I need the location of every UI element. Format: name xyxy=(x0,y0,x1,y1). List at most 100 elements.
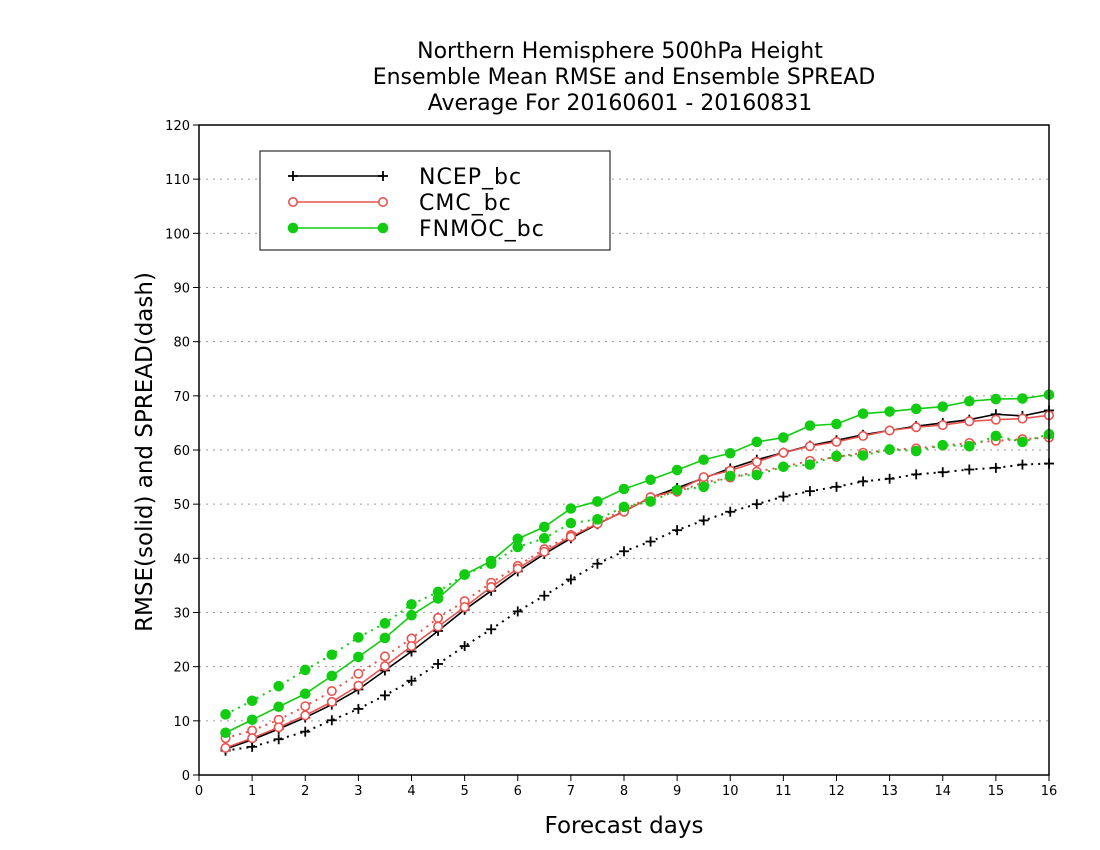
legend-item-fnmoc-bc: FNMOC_bc xyxy=(287,217,544,242)
cmc-bc-rmse-point xyxy=(220,742,231,753)
ncep-bc-spread-point xyxy=(592,558,603,569)
fnmoc-bc-rmse-point xyxy=(565,503,577,514)
y-tick-label: 50 xyxy=(173,498,190,513)
x-tick-label: 12 xyxy=(828,784,845,799)
x-axis-title: Forecast days xyxy=(545,813,704,839)
fnmoc-bc-rmse-point xyxy=(220,727,231,739)
fnmoc-bc-spread-point xyxy=(831,450,842,462)
title-line-1: Northern Hemisphere 500hPa Height xyxy=(417,39,823,64)
ncep-bc-spread-point xyxy=(698,515,709,526)
x-tick-label: 8 xyxy=(620,784,628,799)
fnmoc-bc-rmse-point xyxy=(592,496,603,507)
fnmoc-bc-spread-point xyxy=(379,618,391,629)
fnmoc-bc-rmse-point xyxy=(326,670,338,682)
cmc-bc-rmse-point xyxy=(459,602,470,613)
y-tick-label: 100 xyxy=(165,227,190,242)
fnmoc-bc-rmse-point xyxy=(990,393,1002,405)
x-tick-label: 5 xyxy=(460,784,468,799)
fnmoc-bc-rmse-point xyxy=(751,436,763,448)
series-ncep-bc xyxy=(220,405,1054,756)
fnmoc-bc-rmse-point xyxy=(964,395,975,407)
fnmoc-bc-spread-point xyxy=(273,680,284,692)
fnmoc-bc-rmse-point xyxy=(459,569,470,580)
ncep-bc-rmse-line xyxy=(225,409,1050,750)
y-tick-label: 40 xyxy=(173,552,190,567)
ncep-bc-spread-point xyxy=(672,525,683,536)
cmc-bc-spread-point xyxy=(353,668,364,679)
legend-marker xyxy=(378,171,388,181)
ncep-bc-spread-point xyxy=(778,491,789,502)
fnmoc-bc-spread-point xyxy=(645,496,656,507)
fnmoc-bc-rmse-point xyxy=(724,447,736,459)
fnmoc-bc-spread-point xyxy=(406,599,417,610)
cmc-bc-spread-point xyxy=(379,651,390,662)
fnmoc-bc-rmse-point xyxy=(485,555,497,567)
x-tick-label: 0 xyxy=(195,784,203,799)
fnmoc-bc-rmse-point xyxy=(857,408,869,420)
ncep-bc-spread-point xyxy=(459,641,470,652)
cmc-bc-rmse-point xyxy=(379,661,390,672)
ncep-bc-spread-point xyxy=(539,590,550,601)
fnmoc-bc-spread-point xyxy=(964,440,975,452)
ncep-bc-spread-point xyxy=(433,658,444,669)
cmc-bc-rmse-line xyxy=(225,414,1050,749)
fnmoc-bc-spread-point xyxy=(857,450,869,461)
fnmoc-bc-spread-point xyxy=(937,439,949,451)
series-layer xyxy=(220,389,1055,756)
ncep-bc-spread-point xyxy=(831,481,842,492)
y-axis-ticks: 0 10 20 30 40 50 60 70 80 90 100 110 120 xyxy=(165,119,199,784)
cmc-bc-rmse-point xyxy=(512,563,523,574)
cmc-bc-rmse-point xyxy=(326,696,337,707)
series-fnmoc-bc xyxy=(220,389,1055,739)
legend-marker xyxy=(377,197,388,208)
fnmoc-bc-rmse-point xyxy=(273,701,284,713)
gridlines xyxy=(199,178,1049,722)
cmc-bc-rmse-point xyxy=(751,456,762,467)
legend-marker xyxy=(377,222,389,234)
fnmoc-bc-spread-point xyxy=(618,501,630,513)
x-tick-label: 6 xyxy=(514,784,522,799)
fnmoc-bc-spread-point xyxy=(299,664,311,676)
series-cmc-bc xyxy=(220,410,1055,753)
ncep-bc-spread-point xyxy=(911,469,922,480)
legend-item-cmc-bc: CMC_bc xyxy=(287,191,511,216)
fnmoc-bc-rmse-point xyxy=(831,418,842,430)
y-tick-label: 30 xyxy=(173,607,190,622)
cmc-bc-rmse-point xyxy=(831,436,842,447)
ncep-bc-spread-point xyxy=(858,476,869,487)
x-tick-label: 3 xyxy=(354,784,362,799)
cmc-bc-rmse-point xyxy=(433,621,444,632)
title-line-3: Average For 20160601 - 20160831 xyxy=(428,91,813,116)
y-tick-label: 0 xyxy=(182,769,190,784)
fnmoc-bc-spread-point xyxy=(220,709,231,720)
cmc-bc-rmse-point xyxy=(911,422,922,433)
legend-box xyxy=(259,150,611,251)
fnmoc-bc-rmse-point xyxy=(671,464,683,476)
x-tick-label: 9 xyxy=(673,784,681,799)
cmc-bc-spread-point xyxy=(433,612,444,623)
fnmoc-bc-spread-line xyxy=(225,433,1050,716)
ncep-bc-spread-point xyxy=(379,690,390,701)
ncep-bc-spread-point xyxy=(565,574,576,585)
fnmoc-bc-rmse-point xyxy=(910,403,922,415)
ncep-bc-spread-point xyxy=(1017,459,1028,470)
fnmoc-bc-rmse-point xyxy=(379,632,391,644)
x-tick-label: 13 xyxy=(881,784,898,799)
fnmoc-bc-spread-point xyxy=(724,470,736,482)
cmc-bc-spread-point xyxy=(326,686,337,697)
fnmoc-bc-rmse-point xyxy=(698,454,709,466)
fnmoc-bc-rmse-point xyxy=(804,420,816,431)
cmc-bc-rmse-point xyxy=(565,531,576,542)
fnmoc-bc-spread-point xyxy=(698,481,709,493)
legend-marker xyxy=(287,222,299,234)
fnmoc-bc-spread-point xyxy=(804,459,816,470)
ncep-bc-spread-point xyxy=(937,467,948,478)
fnmoc-bc-spread-point xyxy=(1017,436,1028,448)
cmc-bc-rmse-point xyxy=(273,722,284,733)
fnmoc-bc-spread-point xyxy=(353,632,364,643)
fnmoc-bc-spread-point xyxy=(592,514,603,525)
x-tick-label: 7 xyxy=(567,784,575,799)
ncep-bc-spread-point xyxy=(326,715,337,726)
